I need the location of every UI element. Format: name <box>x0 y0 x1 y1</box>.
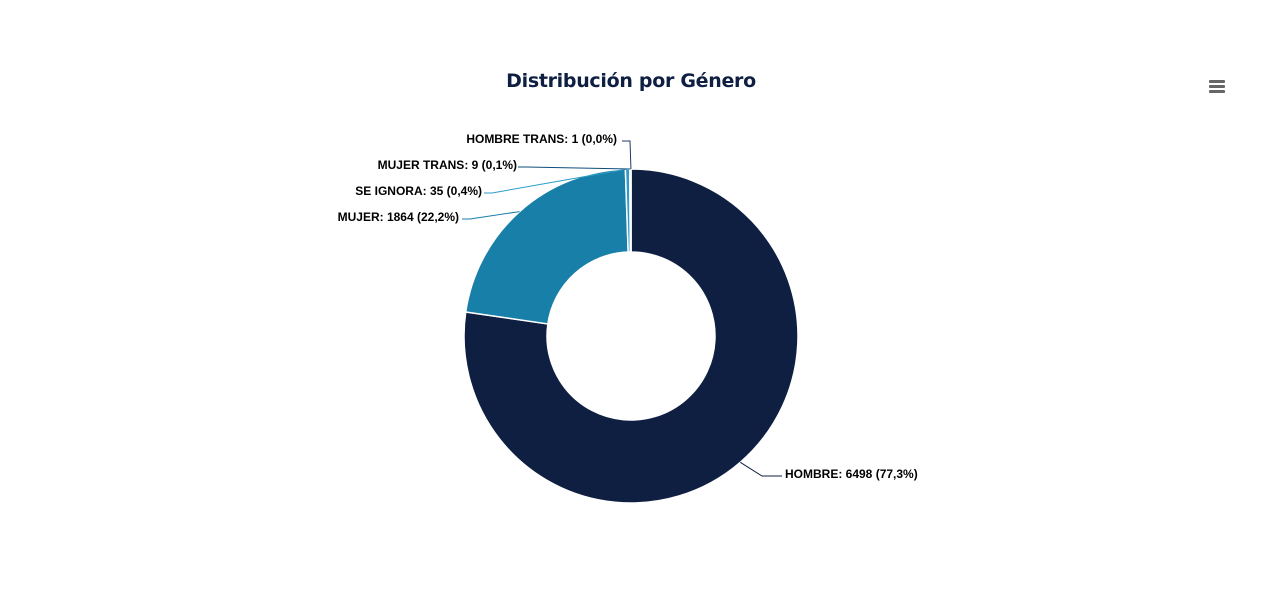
chart-title: Distribución por Género <box>506 70 756 92</box>
chart-menu-button[interactable] <box>1202 74 1232 100</box>
hamburger-menu-icon-bar <box>1209 90 1225 93</box>
data-label-hombre-trans: HOMBRE TRANS: 1 (0,0%) <box>466 132 617 146</box>
connector-line <box>518 166 631 170</box>
data-label-mujer-trans: MUJER TRANS: 9 (0,1%) <box>378 158 517 172</box>
connector-line <box>622 140 632 170</box>
data-label-se-ignora: SE IGNORA: 35 (0,4%) <box>355 184 482 198</box>
slice-mujer[interactable] <box>464 168 629 325</box>
slice-hombre[interactable] <box>463 168 799 504</box>
connector-line <box>484 168 628 194</box>
data-label-hombre: HOMBRE: 6498 (77,3%) <box>785 467 918 481</box>
hamburger-menu-icon-bar <box>1209 85 1225 88</box>
connector-line <box>462 211 520 220</box>
hamburger-menu-icon <box>1209 80 1225 83</box>
connector-line <box>740 461 782 477</box>
data-label-mujer: MUJER: 1864 (22,2%) <box>338 210 459 224</box>
